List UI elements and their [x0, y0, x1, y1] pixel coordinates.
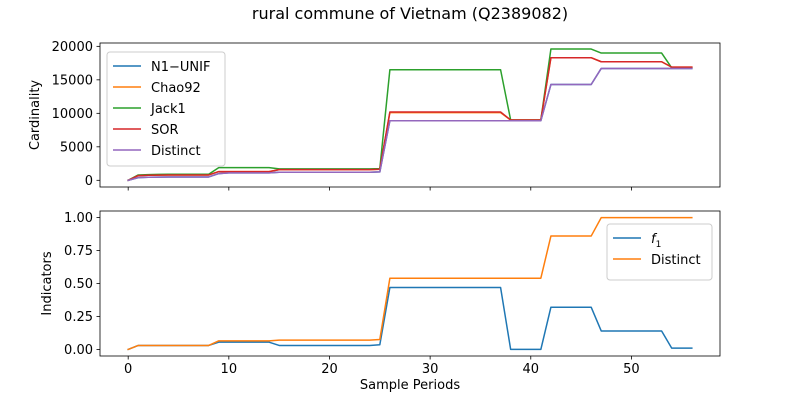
bottom-subplot-indicators: 0 10 20 30 40 50 0.00 0.25 0.50 0.75 1.00 Indicator…	[40, 210, 721, 393]
top-legend-label-jack1: Jack1	[150, 102, 186, 117]
bottom-y-tick-label: 0.75	[64, 244, 93, 259]
top-legend-label-distinct: Distinct	[151, 144, 201, 159]
bottom-x-tick-label: 20	[321, 362, 338, 377]
bottom-y-tick-label: 0.00	[64, 343, 93, 358]
figure-title: rural commune of Vietnam (Q2389082)	[252, 4, 568, 23]
top-y-tick-label: 5000	[60, 140, 93, 155]
bottom-legend-label-distinct: Distinct	[651, 253, 701, 268]
top-series-line-jack1	[127, 48, 693, 182]
bottom-legend: f1 Distinct	[606, 223, 713, 281]
bottom-series-line-distinct	[127, 216, 693, 351]
top-y-tick-label: 10000	[52, 107, 93, 122]
bottom-x-tick-label: 40	[523, 362, 540, 377]
bottom-y-tick-label: 0.25	[64, 310, 93, 325]
top-y-tick-label: 20000	[52, 40, 93, 55]
top-y-tick-label: 15000	[52, 73, 93, 88]
bottom-legend-frame	[606, 223, 713, 281]
bottom-y-tick-label: 0.50	[64, 277, 93, 292]
top-axes-frame	[99, 42, 721, 188]
top-legend-label-n1-unif: N1−UNIF	[151, 60, 210, 75]
top-legend: N1−UNIF Chao92 Jack1 SOR Distinct	[106, 51, 226, 167]
top-legend-label-sor: SOR	[151, 123, 179, 138]
bottom-x-tick-label: 10	[221, 362, 238, 377]
bottom-legend-label-f1: f1	[651, 232, 661, 250]
top-y-tick-label: 0	[85, 174, 93, 189]
top-legend-label-chao92: Chao92	[151, 81, 201, 96]
top-y-axis-label: Cardinality	[28, 80, 43, 151]
top-series-line-sor	[127, 56, 693, 182]
bottom-x-tick-label: 50	[623, 362, 640, 377]
bottom-series-line-f1	[127, 286, 693, 351]
bottom-y-axis-label: Indicators	[40, 251, 55, 315]
top-legend-frame	[106, 51, 226, 167]
bottom-y-tick-label: 1.00	[64, 211, 93, 226]
bottom-x-tick-label: 0	[124, 362, 132, 377]
bottom-x-tick-label: 30	[422, 362, 439, 377]
top-subplot-cardinality: 0 5000 10000 15000 20000 Cardinality N1−UNIF Ch…	[28, 40, 721, 191]
top-series-line-distinct	[127, 67, 693, 182]
bottom-x-axis-label: Sample Periods	[360, 378, 460, 393]
